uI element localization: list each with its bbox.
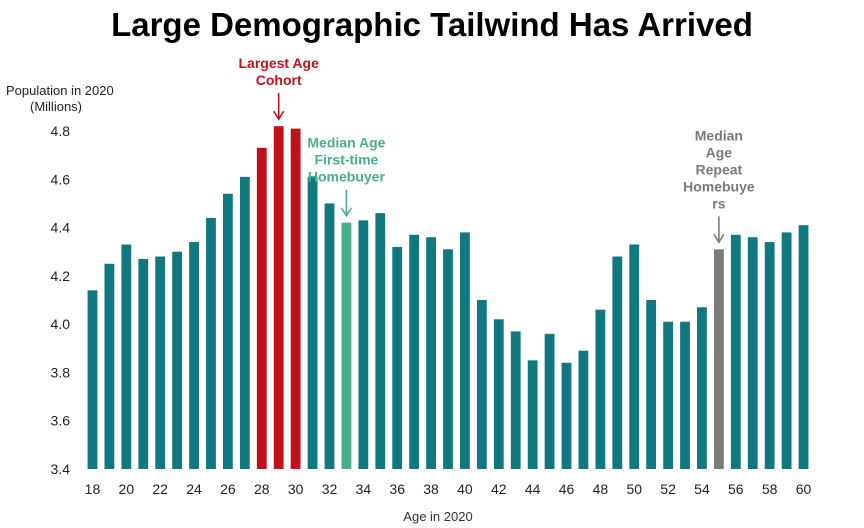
y-axis-label-line-2: (Millions) <box>30 99 82 114</box>
annotation-first-time-line: First-time <box>315 152 379 168</box>
x-tick-label: 32 <box>322 481 338 497</box>
annotation-arrow-head <box>340 207 353 218</box>
bar-age-48 <box>595 309 606 469</box>
bar-age-59 <box>781 232 792 469</box>
x-tick-label: 56 <box>728 481 744 497</box>
y-tick-label: 3.4 <box>51 461 71 477</box>
x-tick-label: 46 <box>559 481 575 497</box>
x-tick-label: 52 <box>660 481 676 497</box>
y-axis-ticks: 3.4 3.6 3.8 4.0 4.2 4.4 4.6 4.8 <box>51 123 71 477</box>
x-tick-label: 58 <box>762 481 778 497</box>
bar-age-18 <box>87 290 98 469</box>
x-axis-label: Age in 2020 <box>403 509 472 524</box>
bar-age-27 <box>239 176 250 469</box>
x-tick-label: 24 <box>186 481 202 497</box>
bar-age-25 <box>206 217 216 469</box>
x-tick-label: 30 <box>288 481 304 497</box>
x-tick-label: 60 <box>796 481 812 497</box>
bar-age-43 <box>510 331 521 469</box>
y-tick-label: 3.8 <box>51 364 71 380</box>
annotation-repeat-line: Median <box>695 127 743 143</box>
bar-age-54 <box>697 307 707 469</box>
annotation-repeat-line: rs <box>712 195 725 211</box>
y-tick-label: 4.6 <box>51 171 71 187</box>
bar-age-41 <box>476 300 487 469</box>
bar-age-55 <box>713 249 724 469</box>
bar-age-38 <box>426 237 436 469</box>
bar-age-20 <box>121 244 132 469</box>
bar-age-37 <box>409 234 420 469</box>
bar-age-29 <box>273 126 284 470</box>
bar-age-45 <box>544 333 555 469</box>
annotation-largest-cohort-line: Cohort <box>256 72 302 88</box>
bar-age-23 <box>172 251 183 469</box>
annotation-repeat-line: Homebuye <box>683 178 755 194</box>
y-tick-label: 4.0 <box>51 316 71 332</box>
bar-age-28 <box>256 147 267 469</box>
bar-age-32 <box>324 203 335 469</box>
x-tick-label: 18 <box>85 481 101 497</box>
y-axis-label-line-1: Population in 2020 <box>6 83 114 98</box>
x-tick-label: 48 <box>593 481 609 497</box>
x-tick-label: 20 <box>119 481 135 497</box>
bar-age-51 <box>646 300 657 469</box>
annotation-repeat-line: Repeat <box>696 161 743 177</box>
x-tick-label: 36 <box>389 481 405 497</box>
x-tick-label: 28 <box>254 481 270 497</box>
y-tick-label: 4.2 <box>51 268 71 284</box>
bar-age-31 <box>307 176 318 469</box>
bar-age-53 <box>680 321 690 469</box>
bar-age-35 <box>375 213 386 469</box>
y-tick-label: 4.4 <box>51 220 71 236</box>
x-axis-ticks: 18 20 22 24 26 28 30 32 34 36 38 40 42 44 46 48 50 52 54 56… <box>85 481 812 497</box>
bar-age-40 <box>460 232 470 469</box>
bar-age-30 <box>290 128 301 469</box>
annotation-arrow-head <box>713 233 725 244</box>
chart-title: Large Demographic Tailwind Has Arrived <box>111 6 753 43</box>
y-tick-label: 4.8 <box>51 123 71 139</box>
bar-age-33 <box>341 222 352 469</box>
annotation-repeat-line: Age <box>706 144 733 160</box>
x-tick-label: 34 <box>356 481 372 497</box>
annotation-first-time-line: Homebuyer <box>308 169 386 185</box>
x-tick-label: 50 <box>626 481 642 497</box>
x-tick-label: 44 <box>525 481 541 497</box>
x-tick-label: 42 <box>491 481 507 497</box>
bar-age-21 <box>138 258 149 469</box>
bar-age-22 <box>155 256 166 469</box>
x-tick-label: 38 <box>423 481 439 497</box>
annotation-first-time-line: Median Age <box>307 135 385 151</box>
x-tick-label: 40 <box>457 481 473 497</box>
bar-age-49 <box>612 256 623 469</box>
bar-age-34 <box>358 220 369 469</box>
bar-age-19 <box>104 263 115 469</box>
bar-age-58 <box>764 242 775 469</box>
bar-age-42 <box>493 319 504 469</box>
bar-age-24 <box>189 242 199 469</box>
bar-age-39 <box>443 249 453 469</box>
bar-age-50 <box>629 244 640 469</box>
annotation-arrow-head <box>273 110 285 121</box>
bar-age-52 <box>663 321 673 469</box>
y-tick-label: 3.6 <box>51 413 71 429</box>
x-tick-label: 54 <box>694 481 710 497</box>
bars-group <box>87 126 809 470</box>
x-tick-label: 26 <box>220 481 236 497</box>
bar-age-44 <box>527 360 538 469</box>
bar-age-57 <box>747 237 758 469</box>
bar-age-56 <box>730 234 741 469</box>
annotation-largest-cohort-line: Largest Age <box>239 55 320 71</box>
bar-age-26 <box>223 193 233 469</box>
x-tick-label: 22 <box>152 481 168 497</box>
bar-age-46 <box>561 362 572 469</box>
bar-age-47 <box>578 350 589 469</box>
bar-age-60 <box>798 225 809 469</box>
bar-age-36 <box>392 246 403 469</box>
